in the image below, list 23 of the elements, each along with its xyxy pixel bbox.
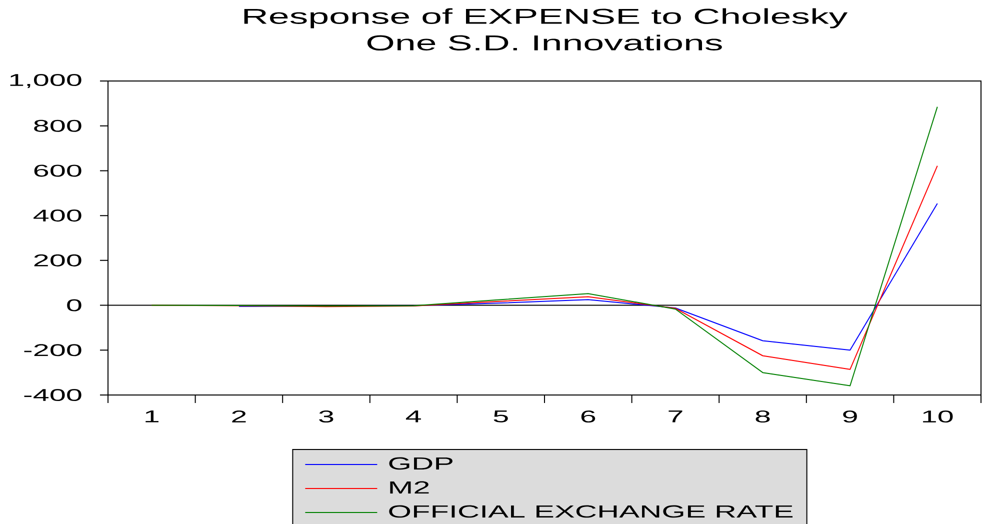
legend-label: OFFICIAL EXCHANGE RATE <box>389 505 793 518</box>
y-tick-label: 200 <box>34 254 82 266</box>
x-tick-label: 7 <box>668 410 682 422</box>
x-tick-label: 4 <box>406 410 421 422</box>
y-tick-label: 1,000 <box>10 74 82 88</box>
legend-label: GDP <box>389 457 452 470</box>
x-tick-label: 5 <box>494 410 508 422</box>
y-tick-label: 0 <box>67 299 82 312</box>
y-tick-label: 800 <box>34 120 82 132</box>
chart-subtitle: One S.D. Innovations <box>367 34 722 50</box>
x-tick-label: 2 <box>232 410 246 422</box>
y-tick-label: 400 <box>34 210 82 222</box>
y-tick-label: -200 <box>24 344 82 356</box>
x-tick-label: 3 <box>319 410 334 423</box>
x-tick-label: 10 <box>923 410 953 423</box>
y-tick-label: 600 <box>34 164 82 177</box>
x-tick-label: 1 <box>146 410 158 422</box>
legend-label: M2 <box>390 481 429 494</box>
y-tick-label: -400 <box>24 388 82 402</box>
x-tick-label: 6 <box>581 410 596 423</box>
chart-title: Response of EXPENSE to Cholesky <box>244 8 848 28</box>
x-tick-label: 8 <box>756 410 770 423</box>
x-tick-label: 9 <box>843 410 857 423</box>
